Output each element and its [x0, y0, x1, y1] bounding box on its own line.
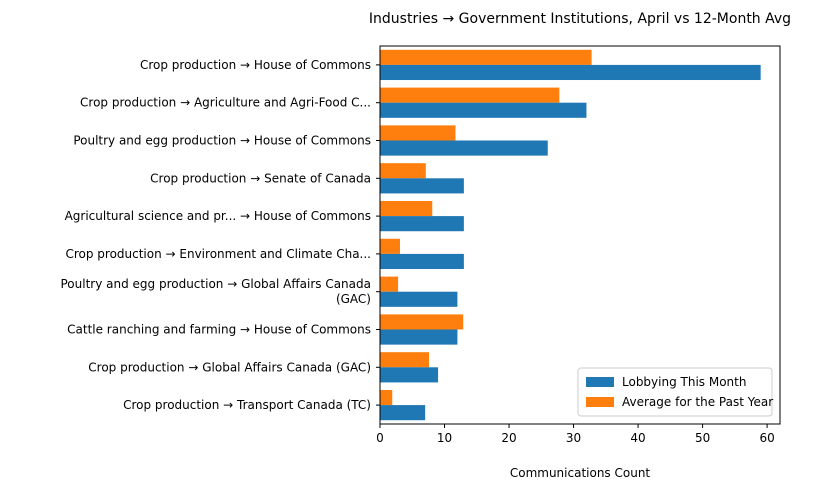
bar-average-past-year [380, 352, 430, 368]
chart-title: Industries → Government Institutions, Ap… [369, 11, 791, 27]
bar-average-past-year [380, 276, 399, 292]
legend-box [577, 367, 773, 417]
bar-lobbying-this-month [380, 291, 458, 307]
bar-lobbying-this-month [380, 329, 458, 345]
bar-lobbying-this-month [380, 367, 439, 383]
y-tick-label: Poultry and egg production → Global Affa… [60, 277, 371, 291]
y-tick-label: Cattle ranching and farming → House of C… [67, 323, 371, 337]
bar-lobbying-this-month [380, 64, 761, 81]
y-tick-label: Agricultural science and pr... → House o… [65, 209, 371, 223]
y-tick-label: Crop production → Global Affairs Canada … [88, 360, 371, 374]
legend-swatch [586, 397, 614, 407]
y-tick-label: Crop production → Transport Canada (TC) [123, 398, 371, 412]
x-tick-label: 0 [376, 431, 384, 445]
bar-average-past-year [380, 389, 393, 406]
x-tick-label: 20 [501, 431, 516, 445]
legend-label: Lobbying This Month [622, 375, 746, 389]
y-tick-label: (GAC) [336, 292, 371, 306]
y-tick-label: Crop production → Agriculture and Agri-F… [80, 96, 371, 110]
x-tick-label: 60 [759, 431, 774, 445]
x-tick-label: 10 [437, 431, 452, 445]
bar-average-past-year [380, 200, 433, 217]
bar-average-past-year [380, 49, 592, 65]
x-axis-label: Communications Count [510, 466, 651, 480]
x-tick-label: 50 [695, 431, 710, 445]
y-tick-label: Crop production → Environment and Climat… [65, 247, 371, 261]
y-axis: Crop production → House of Commons Crop p… [60, 58, 380, 412]
x-tick-label: 40 [630, 431, 645, 445]
y-tick-label: Crop production → House of Commons [140, 58, 371, 72]
bar-lobbying-this-month [380, 102, 587, 118]
legend-label: Average for the Past Year [622, 395, 773, 409]
bar-lobbying-this-month [380, 140, 548, 156]
bar-lobbying-this-month [380, 178, 464, 194]
y-tick-label: Crop production → Senate of Canada [150, 171, 371, 185]
bars-group [380, 49, 761, 421]
x-tick-label: 30 [566, 431, 581, 445]
y-tick-label: Poultry and egg production → House of Co… [73, 134, 371, 148]
bar-lobbying-this-month [380, 216, 464, 232]
bar-average-past-year [380, 87, 560, 103]
bar-average-past-year [380, 125, 456, 141]
bar-lobbying-this-month [380, 253, 464, 270]
legend-swatch [586, 377, 614, 387]
bar-average-past-year [380, 314, 464, 330]
legend: Lobbying This Month Average for the Past … [577, 367, 773, 417]
bar-lobbying-this-month [380, 405, 426, 421]
plot-frame [379, 45, 781, 425]
bar-average-past-year [380, 163, 426, 179]
bar-average-past-year [380, 238, 400, 254]
x-axis: 0 10 20 30 40 50 60 [376, 424, 775, 445]
